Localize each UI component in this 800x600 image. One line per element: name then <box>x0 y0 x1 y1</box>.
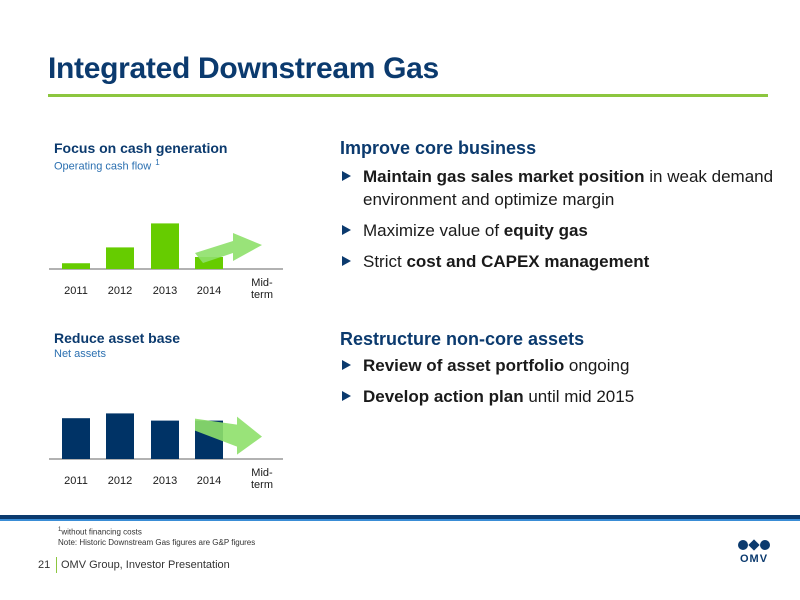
section-heading: Improve core business <box>340 138 537 158</box>
tick-label: 2013 <box>153 285 177 297</box>
omv-logo-mark-icon <box>734 539 774 551</box>
section-improve-core: Improve core business Maintain gas sales… <box>340 138 780 281</box>
net-assets-chart: 2011 2012 2013 2014 Mid-term <box>49 413 283 491</box>
tick-label: Mid- <box>251 467 273 479</box>
trend-down-arrow-icon <box>195 416 262 455</box>
bullet-item: Maintain gas sales market position in we… <box>340 165 780 211</box>
operating-cash-flow-chart: 2011 2012 2013 2014 Mid-term <box>49 223 283 301</box>
triangle-bullet-icon <box>342 391 351 401</box>
tick-label: term <box>251 479 273 491</box>
tick-label: term <box>251 289 273 301</box>
triangle-bullet-icon <box>342 360 351 370</box>
chart1-title: Focus on cash generation <box>54 140 228 156</box>
footnotes: 1without financing costs Note: Historic … <box>58 527 256 547</box>
trend-up-arrow-icon <box>195 233 262 263</box>
bar-2011 <box>62 263 90 269</box>
bar-2012 <box>106 247 134 269</box>
triangle-bullet-icon <box>342 256 351 266</box>
slide-title: Integrated Downstream Gas <box>48 52 439 85</box>
bar-2013 <box>151 420 179 459</box>
section-heading: Restructure non-core assets <box>340 329 585 349</box>
footer-rule <box>0 515 800 519</box>
chart2-title: Reduce asset base <box>54 330 181 346</box>
chart1-subtitle: Operating cash flow 1 <box>54 158 160 173</box>
triangle-bullet-icon <box>342 171 351 181</box>
chart1-footnote-marker: 1 <box>155 158 160 167</box>
footer-separator <box>56 557 57 573</box>
tick-label: 2014 <box>197 475 221 487</box>
bar-2013 <box>151 223 179 269</box>
section-restructure: Restructure non-core assets Review of as… <box>340 329 780 416</box>
chart2-subtitle: Net assets <box>54 348 106 360</box>
bar-2012 <box>106 413 134 459</box>
tick-label: Mid- <box>251 277 273 289</box>
page-number: 21 <box>38 559 51 571</box>
tick-label: 2012 <box>108 285 132 297</box>
tick-label: 2012 <box>108 475 132 487</box>
tick-label: 2014 <box>197 285 221 297</box>
bullet-item: Strict cost and CAPEX management <box>340 250 780 273</box>
bullet-item: Develop action plan until mid 2015 <box>340 385 780 408</box>
presentation-name: OMV Group, Investor Presentation <box>61 559 230 571</box>
title-underline <box>48 94 768 97</box>
tick-label: 2011 <box>64 475 88 487</box>
footer-rule-accent <box>0 519 800 521</box>
omv-logo: OMV <box>734 539 774 576</box>
bar-2011 <box>62 418 90 459</box>
tick-label: 2011 <box>64 285 88 297</box>
bullet-item: Review of asset portfolio ongoing <box>340 354 780 377</box>
bullet-item: Maximize value of equity gas <box>340 219 780 242</box>
tick-label: 2013 <box>153 475 177 487</box>
triangle-bullet-icon <box>342 225 351 235</box>
